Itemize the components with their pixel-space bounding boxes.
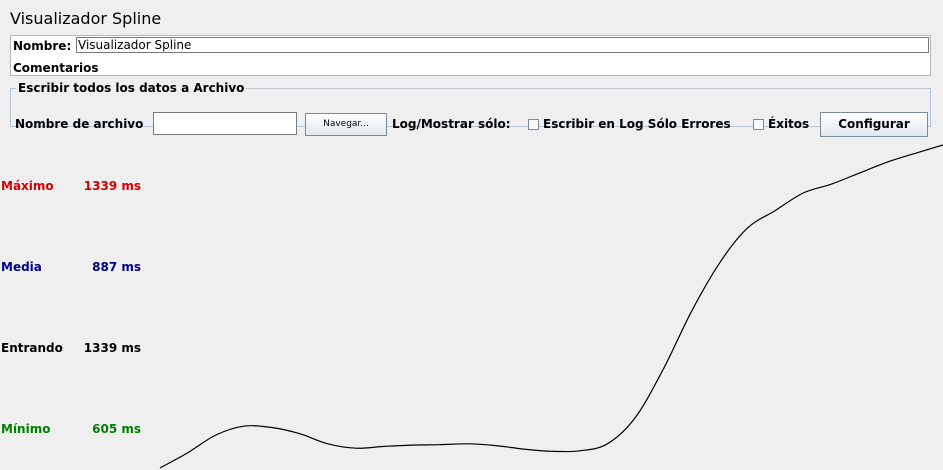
name-row: Nombre: [11, 36, 930, 56]
filename-label: Nombre de archivo [15, 117, 144, 131]
browse-button[interactable]: Navegar... [305, 113, 387, 136]
write-to-file-group: Escribir todos los datos a Archivo Nombr… [10, 81, 931, 137]
incoming-label: Entrando [1, 341, 63, 355]
name-panel: Nombre: Comentarios [10, 35, 931, 76]
filename-input[interactable] [153, 112, 297, 135]
log-show-only-label: Log/Mostrar sólo: [392, 117, 511, 131]
max-label: Máximo [1, 179, 54, 193]
errors-only-checkbox[interactable] [528, 119, 539, 130]
comments-label: Comentarios [13, 61, 99, 75]
min-label: Mínimo [1, 422, 51, 436]
spline-line [159, 144, 943, 469]
errors-only-label[interactable]: Escribir en Log Sólo Errores [543, 117, 731, 131]
window-title: Visualizador Spline [10, 9, 162, 28]
name-input[interactable] [76, 37, 929, 53]
max-value: 1339 ms [83, 179, 141, 193]
mean-label: Media [1, 260, 42, 274]
successes-label[interactable]: Éxitos [768, 117, 810, 131]
successes-checkbox[interactable] [753, 119, 764, 130]
incoming-value: 1339 ms [83, 341, 141, 355]
write-to-file-legend: Escribir todos los datos a Archivo [18, 81, 245, 95]
name-label: Nombre: [13, 39, 72, 53]
configure-button[interactable]: Configurar [820, 112, 928, 137]
file-row: Nombre de archivo Navegar... Log/Mostrar… [11, 95, 930, 141]
min-value: 605 ms [92, 422, 141, 436]
mean-value: 887 ms [92, 260, 141, 274]
